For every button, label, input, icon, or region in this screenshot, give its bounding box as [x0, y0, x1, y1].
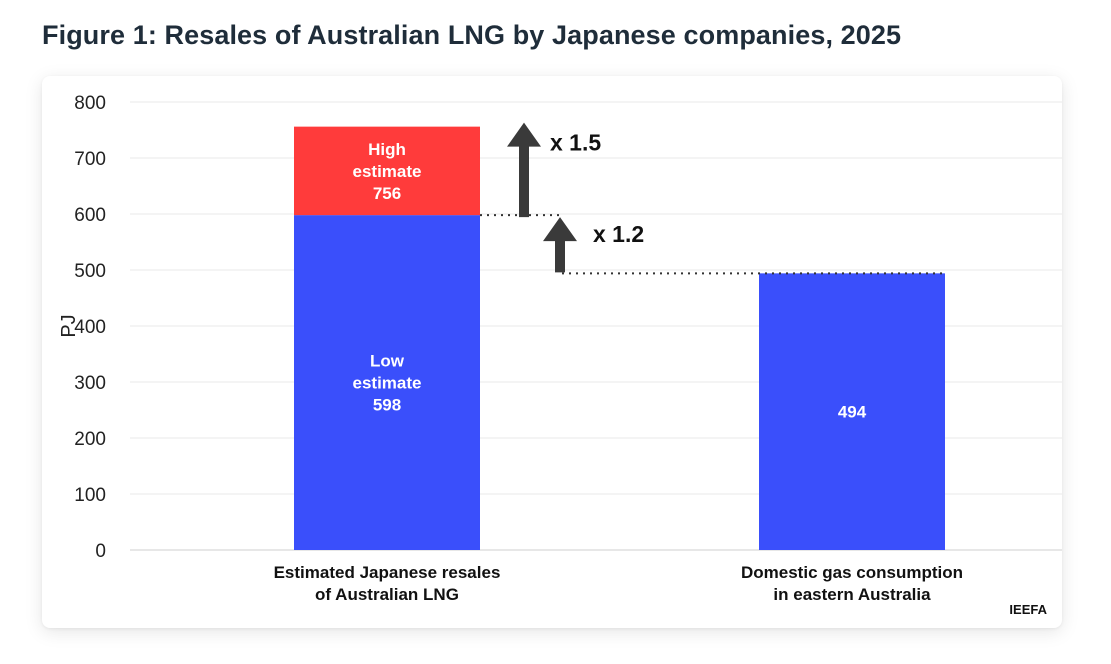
y-tick-label: 500: [74, 261, 106, 282]
source-label: IEEFA: [1009, 602, 1047, 617]
bar-segment: [294, 215, 480, 550]
bar-label: 756: [373, 184, 401, 203]
y-tick-label: 600: [74, 205, 106, 226]
bar-label: estimate: [353, 374, 422, 393]
up-arrow-icon: [507, 122, 541, 218]
bar-label: estimate: [353, 162, 422, 181]
y-tick-label: 200: [74, 429, 106, 450]
x-category-label: in eastern Australia: [773, 585, 931, 604]
multiplier-label: x 1.2: [593, 221, 644, 247]
x-category-label: Estimated Japanese resales: [274, 563, 501, 582]
up-arrow-icon: [543, 217, 577, 273]
x-category-label: of Australian LNG: [315, 585, 459, 604]
y-axis-label: PJ: [58, 314, 80, 337]
y-tick-label: 800: [74, 93, 106, 114]
chart-card: 0 100 200 300 400 500 600 700 800 PJ Low estimate 59…: [42, 76, 1062, 628]
y-tick-label: 0: [95, 541, 106, 562]
bar-segment: [759, 273, 945, 550]
bar-label: High: [368, 140, 406, 159]
bar-label: 494: [838, 403, 867, 422]
y-tick-label: 700: [74, 149, 106, 170]
chart-title: Figure 1: Resales of Australian LNG by J…: [42, 20, 902, 50]
bar-segment: [294, 126, 480, 216]
bar-chart: 0 100 200 300 400 500 600 700 800 PJ Low estimate 59…: [58, 93, 1062, 617]
multiplier-label: x 1.5: [550, 130, 601, 156]
bar-label: 598: [373, 396, 401, 415]
y-tick-label: 100: [74, 485, 106, 506]
x-category-label: Domestic gas consumption: [741, 563, 963, 582]
y-tick-label: 400: [74, 317, 106, 338]
bar-label: Low: [370, 352, 405, 371]
y-tick-label: 300: [74, 373, 106, 394]
